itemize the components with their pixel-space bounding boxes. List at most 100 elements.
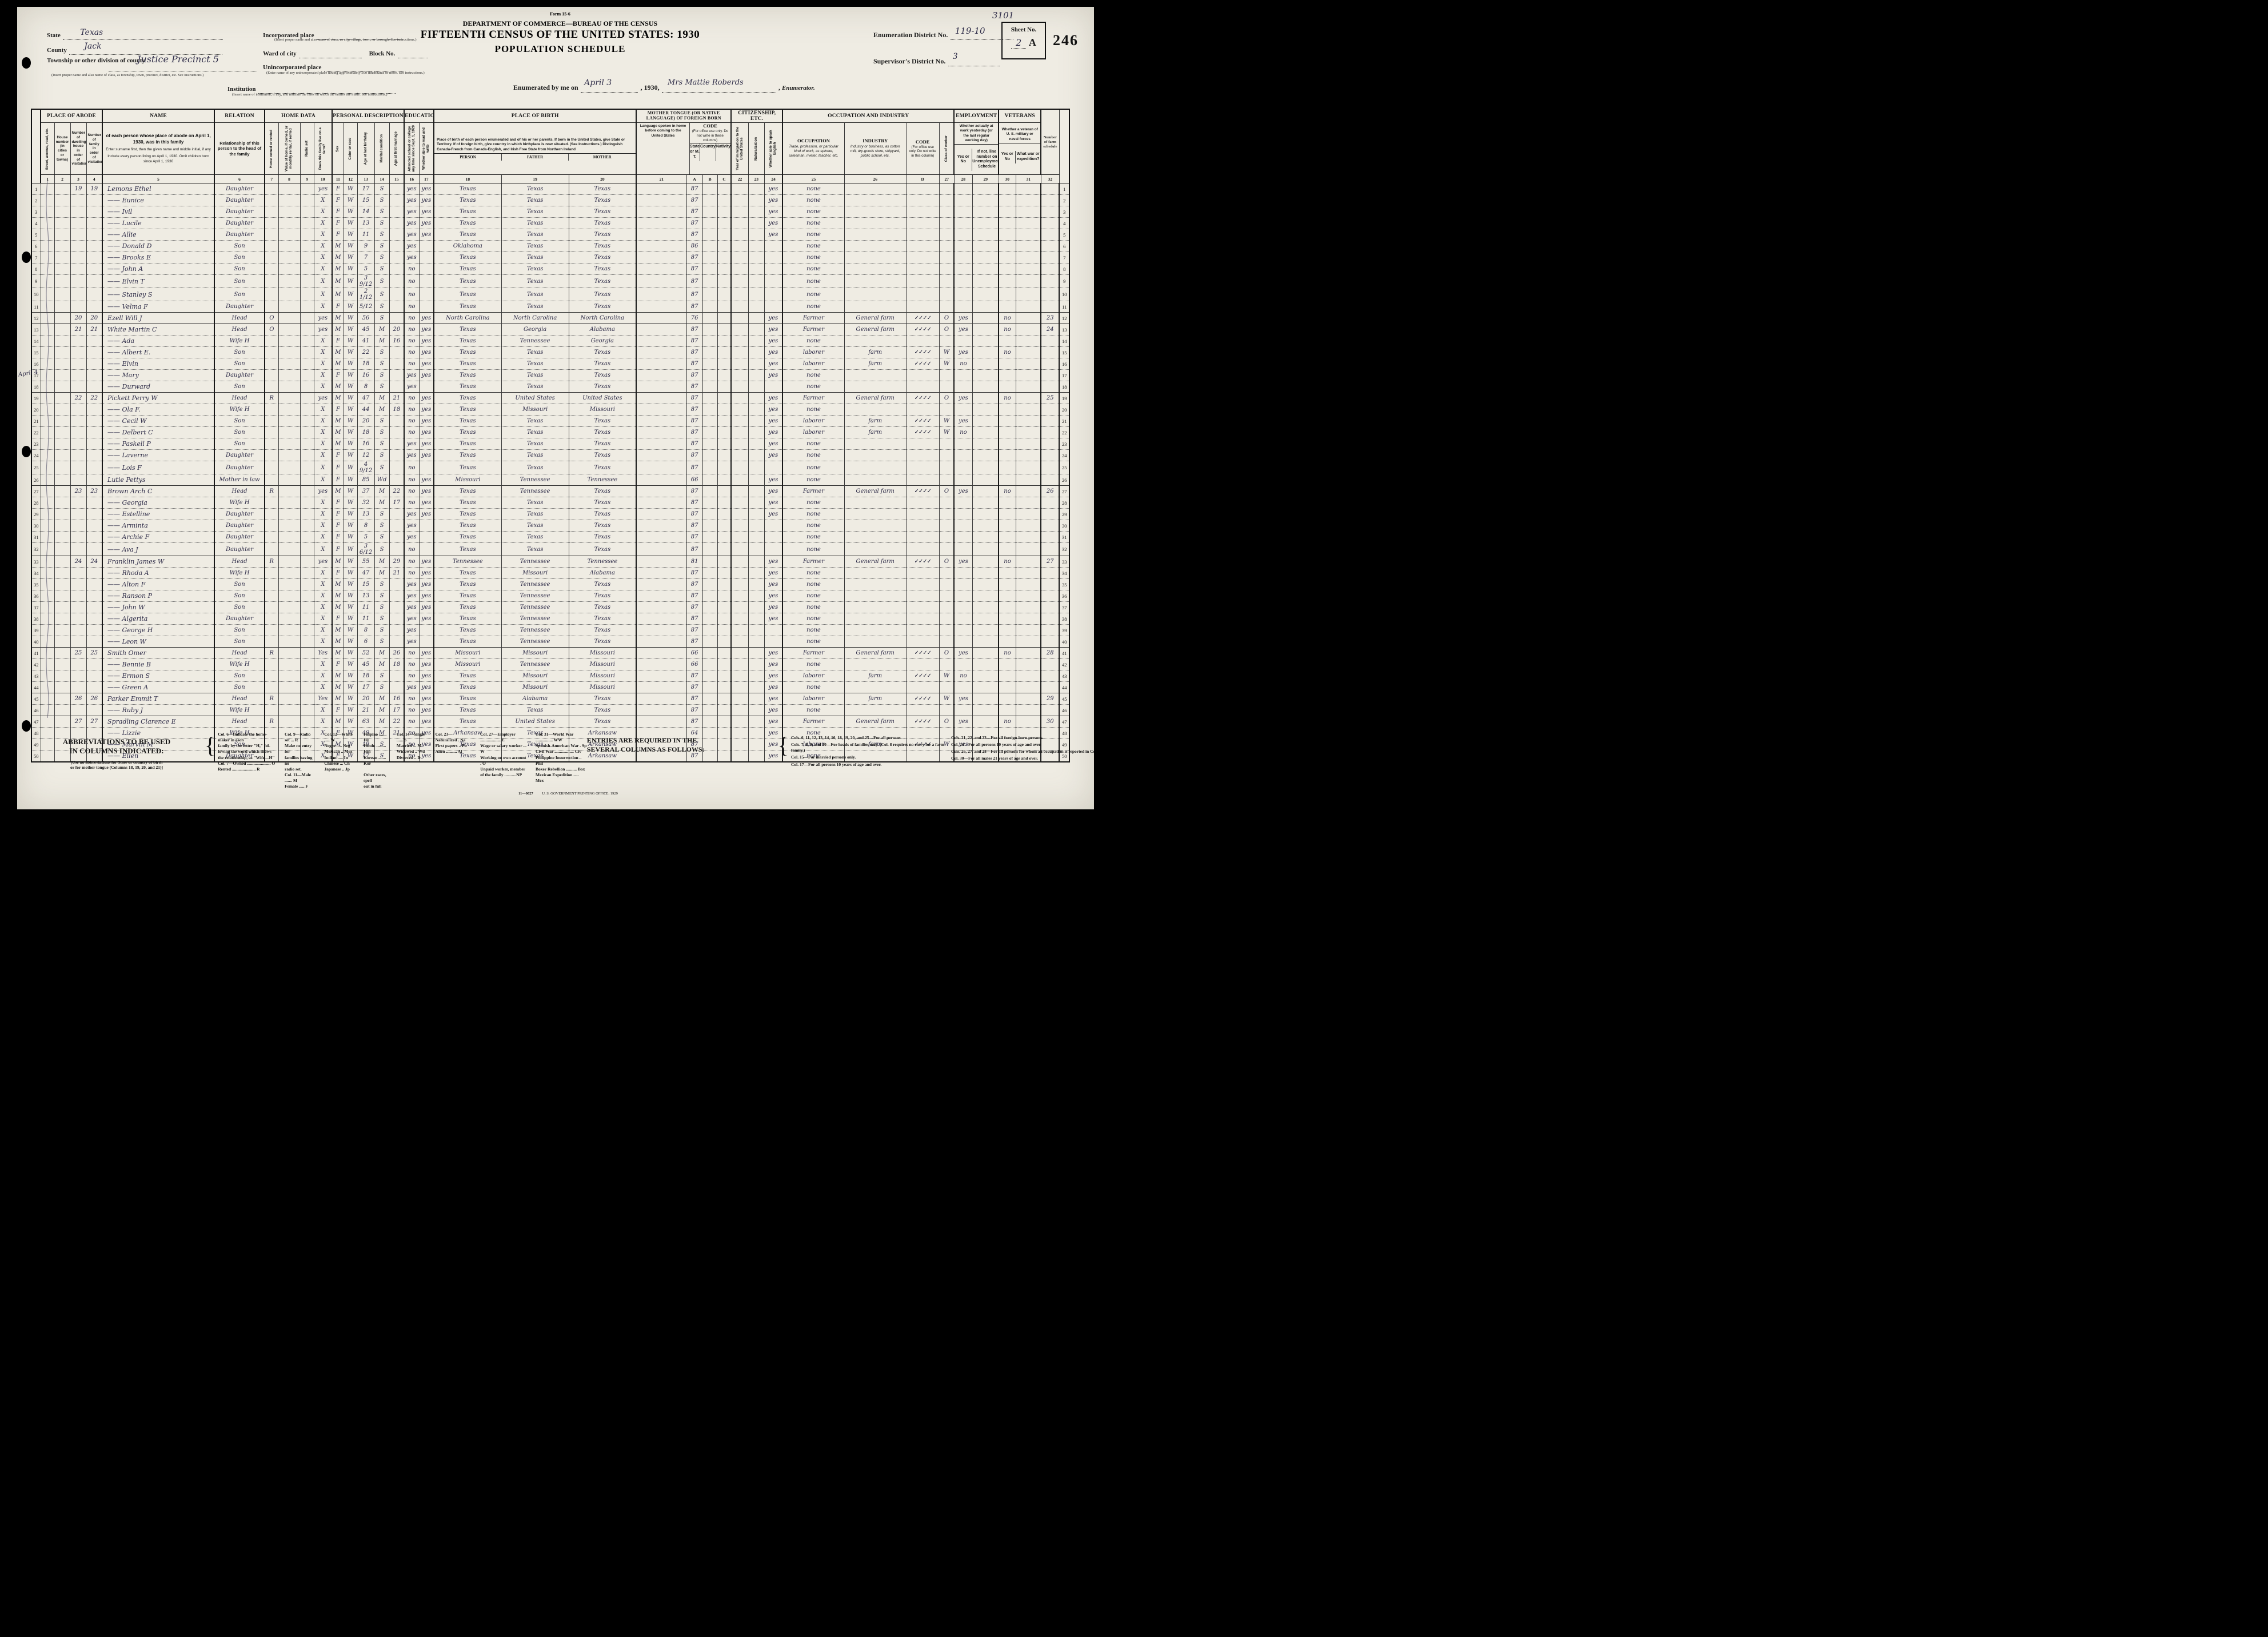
cell-rl: Son bbox=[214, 274, 265, 288]
cell-fa: Yes bbox=[314, 647, 333, 659]
cell-na bbox=[748, 670, 765, 682]
abbreviation-block: Col. 23—Naturalized . Na First papers ..… bbox=[435, 732, 467, 754]
cell-mc: S bbox=[374, 251, 390, 263]
cell-st bbox=[41, 369, 55, 381]
group-place-of-abode: PLACE OF ABODE bbox=[39, 109, 103, 123]
col-age-marriage-header: Age at first marriage bbox=[389, 122, 405, 175]
cell-vt bbox=[998, 601, 1016, 613]
cell-p: Texas bbox=[433, 369, 502, 381]
cell-ue bbox=[972, 485, 999, 497]
line-number: 45 bbox=[31, 693, 41, 705]
table-row: 42 —— Bennie B Wife H X F W 45 M 18 no yes Missouri… bbox=[31, 658, 1070, 670]
cell-mc: S bbox=[374, 542, 390, 556]
cell-vl bbox=[278, 567, 301, 579]
cell-m: North Carolina bbox=[569, 312, 637, 324]
cell-en: yes bbox=[764, 704, 783, 716]
cell-cr: W bbox=[344, 274, 358, 288]
cell-na bbox=[748, 312, 765, 324]
cell-ag: 5/12 bbox=[357, 301, 375, 313]
cell-p: Texas bbox=[433, 601, 502, 613]
cell-sx: M bbox=[332, 324, 344, 336]
cell-cc bbox=[717, 346, 732, 358]
cell-dw: 22 bbox=[70, 392, 87, 404]
cell-ow bbox=[264, 520, 279, 532]
cell-yi bbox=[730, 727, 749, 739]
ed-value: 119-10 bbox=[955, 26, 985, 36]
cell-fa: X bbox=[314, 624, 333, 636]
cell-rl: Wife H bbox=[214, 335, 265, 347]
cell-oc: none bbox=[782, 474, 845, 486]
abbreviation-block: Col. 27—Employer ................... E W… bbox=[480, 732, 527, 777]
cell-rl: Daughter bbox=[214, 369, 265, 381]
cell-mc: M bbox=[374, 727, 390, 739]
cell-cr: W bbox=[344, 206, 358, 218]
cell-vl bbox=[278, 335, 301, 347]
cell-cl: O bbox=[939, 485, 955, 497]
cell-m: Texas bbox=[569, 346, 637, 358]
cell-vl bbox=[278, 727, 301, 739]
cell-vt bbox=[998, 369, 1016, 381]
cell-yi bbox=[730, 474, 749, 486]
cell-sx: M bbox=[332, 381, 344, 393]
cell-fa: X bbox=[314, 474, 333, 486]
cell-ue bbox=[972, 658, 999, 670]
cell-nm: —— Brooks E bbox=[102, 251, 215, 263]
cell-p: Texas bbox=[433, 567, 502, 579]
cell-ag: 44 bbox=[357, 404, 375, 416]
cell-p: Texas bbox=[433, 206, 502, 218]
cell-ue bbox=[972, 508, 999, 520]
cell-ag: 4 9/12 bbox=[357, 461, 375, 474]
cell-cc bbox=[717, 369, 732, 381]
cell-p: Texas bbox=[433, 531, 502, 543]
cell-cr: W bbox=[344, 358, 358, 370]
cell-vl bbox=[278, 508, 301, 520]
cell-vt bbox=[998, 750, 1016, 762]
cell-sx: M bbox=[332, 392, 344, 404]
cell-ow bbox=[264, 449, 279, 461]
cell-cd bbox=[906, 542, 940, 556]
cell-ow bbox=[264, 704, 279, 716]
cell-hn bbox=[54, 461, 71, 474]
cell-oc: laborer bbox=[782, 426, 845, 438]
cell-sc: no bbox=[404, 497, 420, 509]
cell-en: yes bbox=[764, 578, 783, 590]
line-number-right: 28 bbox=[1059, 497, 1070, 509]
cell-rd bbox=[300, 358, 314, 370]
cell-cl: W bbox=[939, 670, 955, 682]
cell-sx: F bbox=[332, 727, 344, 739]
cell-cc bbox=[717, 263, 732, 275]
cell-cd: ✓✓✓✓ bbox=[906, 485, 940, 497]
cell-p: Texas bbox=[433, 520, 502, 532]
cell-rd bbox=[300, 613, 314, 625]
cell-vt: no bbox=[998, 346, 1016, 358]
cell-lg bbox=[636, 693, 687, 705]
cell-m: Texas bbox=[569, 251, 637, 263]
cell-cr: W bbox=[344, 624, 358, 636]
cell-st bbox=[41, 601, 55, 613]
cell-vl bbox=[278, 381, 301, 393]
cell-wr bbox=[1016, 601, 1041, 613]
cell-fm bbox=[86, 404, 103, 416]
cell-dw bbox=[70, 251, 87, 263]
cell-oc: none bbox=[782, 449, 845, 461]
cell-fm bbox=[86, 601, 103, 613]
line-number: 44 bbox=[31, 681, 41, 693]
cell-am bbox=[389, 636, 405, 648]
cell-rl: Head bbox=[214, 556, 265, 568]
cell-sc: no bbox=[404, 670, 420, 682]
cell-rd bbox=[300, 681, 314, 693]
cell-oc: none bbox=[782, 369, 845, 381]
cell-ca: 87 bbox=[686, 590, 703, 602]
cell-lg bbox=[636, 497, 687, 509]
cell-vl bbox=[278, 392, 301, 404]
group-occupation-industry: OCCUPATION AND INDUSTRY bbox=[782, 109, 955, 123]
cell-rl: Wife H bbox=[214, 497, 265, 509]
entries-title: ENTRIES ARE REQUIRED IN THE SEVERAL COLU… bbox=[586, 736, 705, 753]
cell-dw bbox=[70, 404, 87, 416]
cell-nm: —— Elvin bbox=[102, 358, 215, 370]
cell-ow bbox=[264, 381, 279, 393]
cell-lg bbox=[636, 194, 687, 206]
cell-cr: W bbox=[344, 681, 358, 693]
cell-oc: none bbox=[782, 750, 845, 762]
